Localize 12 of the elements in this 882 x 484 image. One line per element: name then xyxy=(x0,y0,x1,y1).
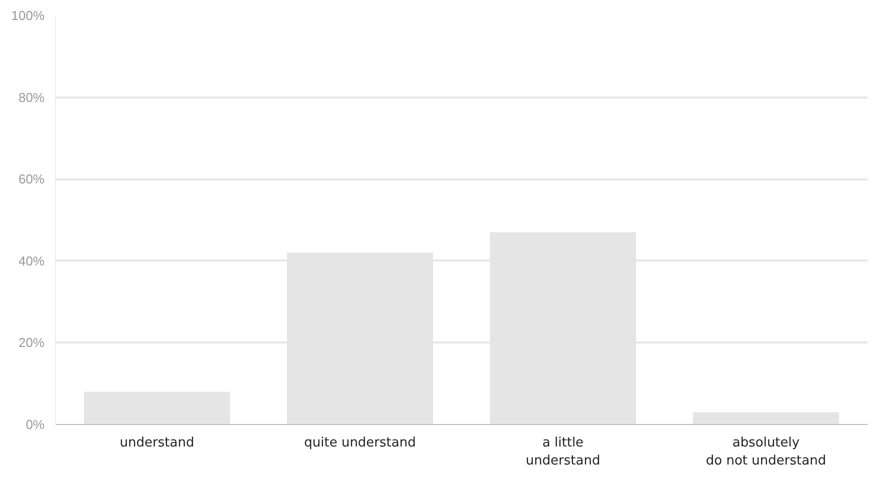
bar xyxy=(84,392,230,424)
x-tick-label: understand xyxy=(120,436,194,450)
y-tick-label: 20% xyxy=(18,335,45,350)
x-tick-label: absolutely do not understand xyxy=(706,436,826,468)
y-tick-label: 100% xyxy=(11,8,45,23)
y-tick-label: 0% xyxy=(26,417,45,432)
y-tick-label: 80% xyxy=(18,90,45,105)
x-tick-label: a little understand xyxy=(526,436,600,468)
x-tick-label: quite understand xyxy=(304,436,416,450)
y-tick-label: 40% xyxy=(18,253,45,268)
y-tick-label: 60% xyxy=(18,172,45,187)
bar xyxy=(692,412,840,424)
